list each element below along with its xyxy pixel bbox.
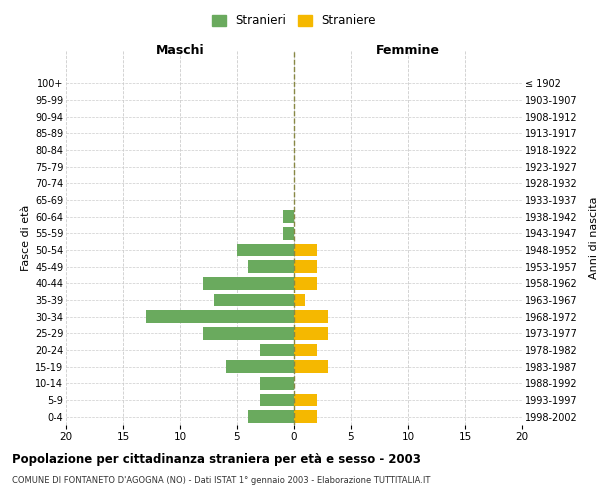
Bar — [294, 410, 317, 423]
Bar — [260, 394, 294, 406]
Bar — [260, 377, 294, 390]
Bar — [294, 244, 317, 256]
Bar — [248, 410, 294, 423]
Bar — [294, 327, 328, 340]
Bar — [294, 360, 328, 373]
Y-axis label: Anni di nascita: Anni di nascita — [589, 196, 599, 279]
Bar — [226, 360, 294, 373]
Bar — [294, 344, 317, 356]
Bar — [294, 260, 317, 273]
Bar — [248, 260, 294, 273]
Bar — [283, 227, 294, 239]
Bar — [237, 244, 294, 256]
Text: Maschi: Maschi — [155, 44, 205, 57]
Text: Popolazione per cittadinanza straniera per età e sesso - 2003: Popolazione per cittadinanza straniera p… — [12, 452, 421, 466]
Y-axis label: Fasce di età: Fasce di età — [20, 204, 31, 270]
Bar — [146, 310, 294, 323]
Bar — [203, 277, 294, 289]
Bar — [283, 210, 294, 223]
Bar — [294, 277, 317, 289]
Bar — [294, 394, 317, 406]
Bar — [294, 294, 305, 306]
Bar — [214, 294, 294, 306]
Legend: Stranieri, Straniere: Stranieri, Straniere — [208, 11, 380, 31]
Bar — [203, 327, 294, 340]
Bar — [294, 310, 328, 323]
Text: Femmine: Femmine — [376, 44, 440, 57]
Bar — [260, 344, 294, 356]
Text: COMUNE DI FONTANETO D'AGOGNA (NO) - Dati ISTAT 1° gennaio 2003 - Elaborazione TU: COMUNE DI FONTANETO D'AGOGNA (NO) - Dati… — [12, 476, 430, 485]
